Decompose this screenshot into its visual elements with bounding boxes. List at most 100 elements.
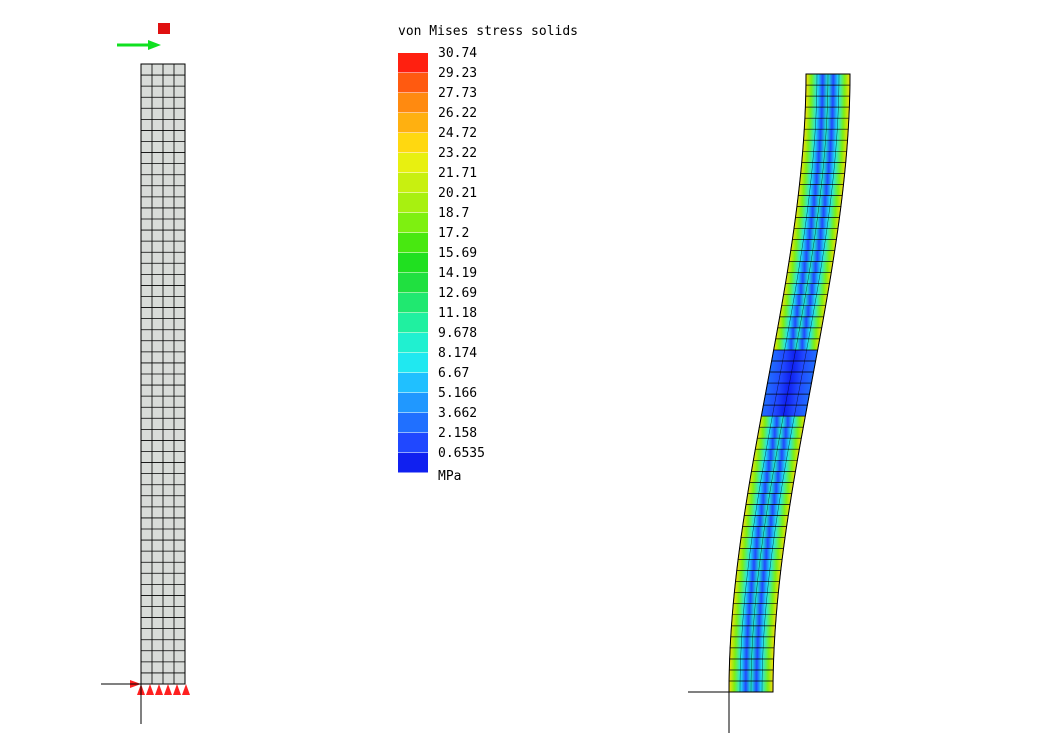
contour-mesh-line xyxy=(764,515,767,527)
legend-tick-label: 21.71 xyxy=(438,166,478,181)
contour-mesh-line xyxy=(806,206,809,218)
legend-tick-label: 17.2 xyxy=(438,226,470,241)
contour-mesh-line xyxy=(835,140,837,152)
legend-color-swatch xyxy=(398,293,428,313)
contour-mesh-line xyxy=(768,570,770,582)
contour-mesh-line xyxy=(758,559,761,571)
legend-color-swatch xyxy=(398,373,428,393)
contour-mesh-line xyxy=(792,294,795,306)
contour-mesh-line xyxy=(821,173,823,185)
contour-mesh-line xyxy=(833,162,835,174)
legend-tick-label: 14.19 xyxy=(438,266,478,281)
contour-mesh-line xyxy=(769,482,772,494)
legend-color-swatch xyxy=(398,153,428,173)
contour-mesh-line xyxy=(755,592,757,604)
contour-mesh-line xyxy=(810,316,813,328)
contour-mesh-line xyxy=(781,416,784,428)
legend-color-swatch xyxy=(398,333,428,353)
contour-mesh-line xyxy=(818,272,821,284)
legend-color-swatch xyxy=(398,113,428,133)
contour-mesh-line xyxy=(810,250,813,262)
contour-mesh-line xyxy=(793,349,796,361)
contour-mesh-line xyxy=(807,195,810,207)
contour-mesh-line xyxy=(812,239,815,251)
contour-mesh-line xyxy=(794,283,797,295)
legend-color-swatch xyxy=(398,193,428,213)
contour-mesh-line xyxy=(821,250,824,262)
contour-mesh-line xyxy=(801,305,804,317)
contour-mesh-line xyxy=(772,537,775,549)
contour-mesh-line xyxy=(773,526,776,538)
constraint-marker xyxy=(155,684,163,695)
contour-mesh-line xyxy=(828,206,831,218)
contour-mesh-line xyxy=(837,118,839,130)
contour-mesh-line xyxy=(787,382,790,395)
contour-mesh-line xyxy=(825,228,828,240)
legend-tick-label: 3.662 xyxy=(438,406,478,421)
legend-color-swatch xyxy=(398,53,428,73)
legend-color-swatch xyxy=(398,253,428,273)
legend-tick-label: 0.6535 xyxy=(438,446,485,461)
legend-tick-label: 18.7 xyxy=(438,206,470,221)
contour-mesh-line xyxy=(768,427,771,439)
legend-color-swatch xyxy=(398,233,428,253)
constraint-marker xyxy=(182,684,190,695)
contour-mesh-line xyxy=(775,449,778,461)
legend-tick-label: 6.67 xyxy=(438,366,470,381)
contour-mesh-line xyxy=(745,581,747,593)
coordinate-triads xyxy=(101,683,730,733)
contour-mesh-line xyxy=(767,493,770,505)
contour-mesh-line xyxy=(780,360,783,373)
contour-mesh-line xyxy=(788,438,791,450)
legend-color-swatch xyxy=(398,453,428,473)
contour-mesh-line xyxy=(786,449,789,461)
deformed-stress-contour-model[interactable] xyxy=(728,73,851,693)
legend-color-swatch xyxy=(398,413,428,433)
contour-mesh-line xyxy=(773,460,776,472)
contour-mesh-line xyxy=(803,294,806,306)
constraint-marker xyxy=(173,684,181,695)
legend-color-swatch xyxy=(398,133,428,153)
contour-mesh-line xyxy=(761,537,764,549)
legend-tick-label: 27.73 xyxy=(438,86,478,101)
contour-mesh-line xyxy=(826,118,828,130)
contour-mesh-line xyxy=(776,382,779,395)
contour-mesh-line xyxy=(779,427,782,439)
contour-mesh-line xyxy=(780,482,783,494)
contour-mesh-line xyxy=(798,261,801,273)
contour-mesh-line xyxy=(814,228,817,240)
legend-color-swatch xyxy=(398,313,428,333)
contour-mesh-line xyxy=(763,625,765,637)
contour-mesh-line xyxy=(778,493,781,505)
contour-mesh-line xyxy=(823,151,825,163)
load-node-marker xyxy=(158,23,170,34)
legend-color-swatch xyxy=(398,433,428,453)
contour-mesh-line xyxy=(795,338,798,350)
contour-mesh-line xyxy=(769,559,772,571)
undeformed-mesh-model[interactable] xyxy=(117,23,190,695)
contour-mesh-line xyxy=(809,261,812,273)
contour-mesh-line xyxy=(757,570,759,582)
contour-mesh-line xyxy=(804,217,807,229)
contour-mesh-line xyxy=(747,559,750,571)
contour-mesh-line xyxy=(815,118,817,130)
contour-mesh-line xyxy=(796,272,799,284)
contour-mesh-line xyxy=(744,592,746,604)
contour-mesh-line xyxy=(784,338,787,350)
contour-mesh-line xyxy=(816,283,819,295)
contour-mesh-line xyxy=(792,416,795,428)
legend-title: von Mises stress solids xyxy=(398,24,579,39)
legend-tick-label: 29.23 xyxy=(438,66,478,81)
legend-tick-label: 2.158 xyxy=(438,426,478,441)
contour-mesh-line xyxy=(772,405,775,417)
legend-tick-label: 8.174 xyxy=(438,346,478,361)
contour-mesh-line xyxy=(765,603,767,615)
contour-mesh-line xyxy=(818,195,821,207)
contour-mesh-line xyxy=(750,537,753,549)
contour-mesh-line xyxy=(789,371,792,384)
contour-mesh-line xyxy=(771,471,774,483)
contour-mesh-line xyxy=(810,173,812,185)
legend-color-swatch xyxy=(398,213,428,233)
contour-mesh-line xyxy=(831,184,833,196)
